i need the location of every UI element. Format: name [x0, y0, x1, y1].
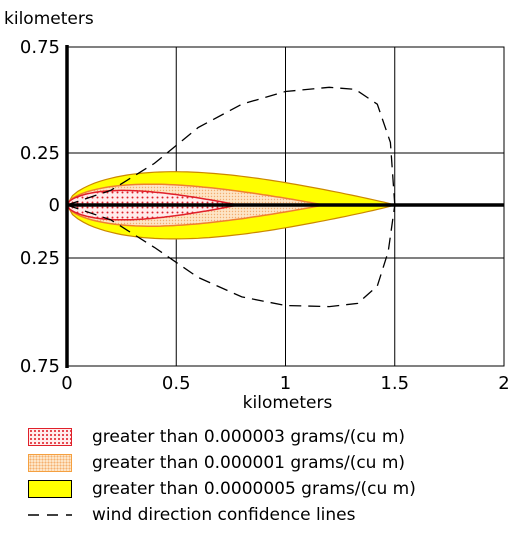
- x-tick-label: 1: [280, 373, 291, 394]
- legend-swatch-yellow: [28, 480, 72, 498]
- legend-label: greater than 0.0000005 grams/(cu m): [92, 479, 416, 499]
- y-tick-label: 0: [49, 195, 60, 216]
- confidence-line-lower: [66, 204, 396, 308]
- x-tick-label: 0: [61, 373, 72, 394]
- legend-label: wind direction confidence lines: [92, 505, 356, 525]
- x-axis-title: kilometers: [243, 393, 333, 413]
- y-axis-title: kilometers: [4, 9, 94, 29]
- legend-item-yellow: greater than 0.0000005 grams/(cu m): [28, 476, 416, 502]
- y-tick-label: 0.25: [20, 248, 60, 269]
- x-tick-label: 2: [498, 373, 509, 394]
- x-tick-label: 1.5: [380, 373, 409, 394]
- legend-swatch-dashed-line: [28, 506, 72, 524]
- legend-swatch-red: [28, 428, 72, 446]
- y-tick-label: 0.75: [20, 356, 60, 377]
- legend-item-red: greater than 0.000003 grams/(cu m): [28, 424, 416, 450]
- legend-label: greater than 0.000001 grams/(cu m): [92, 453, 406, 473]
- x-tick-label: 0.5: [162, 373, 191, 394]
- legend: greater than 0.000003 grams/(cu m) great…: [28, 424, 416, 528]
- legend-label: greater than 0.000003 grams/(cu m): [92, 427, 406, 447]
- y-tick-label: 0.25: [20, 143, 60, 164]
- y-tick-label: 0.75: [20, 37, 60, 58]
- confidence-line-upper: [66, 86, 396, 206]
- legend-item-orange: greater than 0.000001 grams/(cu m): [28, 450, 416, 476]
- legend-swatch-orange: [28, 454, 72, 472]
- legend-item-dashed: wind direction confidence lines: [28, 502, 416, 528]
